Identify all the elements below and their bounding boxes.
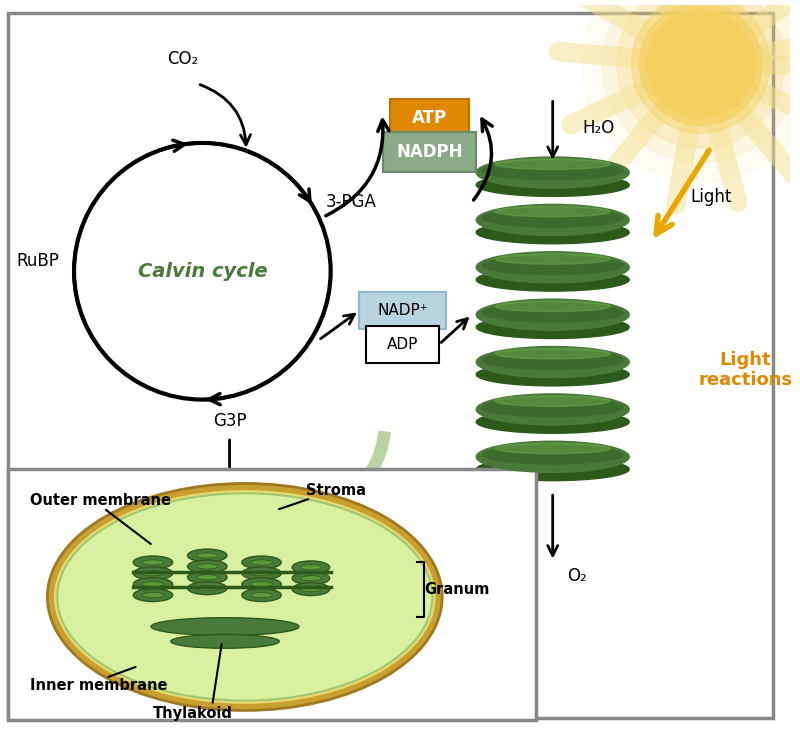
Circle shape (646, 10, 755, 119)
Text: Light: Light (690, 188, 731, 206)
Ellipse shape (476, 458, 630, 481)
Ellipse shape (482, 351, 623, 370)
Bar (8, 468, 536, 720)
Ellipse shape (142, 593, 164, 598)
FancyBboxPatch shape (390, 99, 469, 138)
Ellipse shape (476, 173, 630, 196)
Ellipse shape (142, 582, 164, 587)
Text: Light
reactions: Light reactions (698, 351, 792, 389)
Text: Granum: Granum (425, 581, 490, 597)
Text: O₂: O₂ (567, 567, 587, 585)
Text: Thylakoid: Thylakoid (153, 706, 232, 721)
Ellipse shape (170, 635, 279, 649)
Ellipse shape (476, 252, 630, 283)
Ellipse shape (476, 299, 630, 330)
Ellipse shape (197, 564, 218, 569)
Ellipse shape (495, 301, 610, 312)
Ellipse shape (250, 593, 273, 598)
Ellipse shape (476, 394, 630, 425)
Text: Sugar: Sugar (206, 499, 254, 518)
Text: G3P: G3P (213, 412, 246, 430)
Ellipse shape (476, 315, 630, 338)
Ellipse shape (197, 553, 218, 558)
Ellipse shape (495, 254, 610, 264)
Ellipse shape (301, 565, 322, 570)
FancyArrowPatch shape (328, 431, 390, 509)
Ellipse shape (476, 346, 630, 378)
Ellipse shape (582, 0, 800, 182)
Ellipse shape (495, 348, 610, 359)
Ellipse shape (250, 582, 273, 587)
Ellipse shape (187, 560, 227, 573)
Ellipse shape (476, 269, 630, 291)
Text: NADP⁺: NADP⁺ (378, 303, 428, 318)
Ellipse shape (58, 493, 432, 701)
Text: ATP: ATP (412, 109, 447, 127)
Ellipse shape (242, 567, 282, 580)
Ellipse shape (482, 303, 623, 322)
Text: Calvin cycle: Calvin cycle (138, 262, 267, 281)
Ellipse shape (482, 161, 623, 180)
Ellipse shape (197, 575, 218, 580)
Text: 3-PGA: 3-PGA (326, 193, 376, 211)
Ellipse shape (250, 560, 273, 565)
Ellipse shape (495, 206, 610, 217)
Ellipse shape (476, 204, 630, 236)
Ellipse shape (476, 411, 630, 433)
Ellipse shape (142, 560, 164, 565)
Text: RuBP: RuBP (16, 253, 59, 270)
Ellipse shape (495, 396, 610, 406)
Ellipse shape (134, 589, 173, 602)
Ellipse shape (482, 256, 623, 274)
Ellipse shape (54, 490, 436, 704)
Ellipse shape (142, 571, 164, 576)
Ellipse shape (187, 549, 227, 562)
Ellipse shape (47, 483, 442, 711)
Ellipse shape (301, 586, 322, 591)
Ellipse shape (242, 578, 282, 591)
Ellipse shape (482, 209, 623, 227)
Text: ADP: ADP (387, 337, 418, 352)
Text: H₂O: H₂O (582, 119, 614, 137)
Ellipse shape (292, 583, 330, 596)
Ellipse shape (242, 589, 282, 602)
Ellipse shape (301, 575, 322, 580)
Text: Inner membrane: Inner membrane (30, 679, 167, 693)
Ellipse shape (482, 445, 623, 464)
Ellipse shape (617, 0, 785, 148)
Ellipse shape (482, 398, 623, 417)
Ellipse shape (292, 561, 330, 574)
FancyBboxPatch shape (383, 132, 476, 171)
Ellipse shape (476, 441, 630, 472)
Text: Outer membrane: Outer membrane (30, 493, 170, 508)
Ellipse shape (187, 582, 227, 594)
Ellipse shape (151, 618, 299, 635)
Ellipse shape (476, 157, 630, 188)
Ellipse shape (197, 586, 218, 591)
Text: CO₂: CO₂ (167, 50, 198, 68)
Ellipse shape (250, 571, 273, 576)
Ellipse shape (134, 556, 173, 569)
Circle shape (639, 3, 762, 125)
Ellipse shape (495, 159, 610, 169)
Text: Stroma: Stroma (306, 483, 366, 498)
Ellipse shape (476, 363, 630, 386)
Ellipse shape (242, 556, 282, 569)
Ellipse shape (134, 567, 173, 580)
FancyBboxPatch shape (366, 326, 439, 363)
FancyBboxPatch shape (359, 292, 446, 329)
Text: NADPH: NADPH (396, 143, 462, 161)
Ellipse shape (602, 0, 799, 163)
Circle shape (632, 0, 770, 133)
Ellipse shape (476, 221, 630, 244)
Ellipse shape (187, 571, 227, 583)
Ellipse shape (495, 444, 610, 454)
Ellipse shape (134, 578, 173, 591)
Ellipse shape (292, 572, 330, 585)
